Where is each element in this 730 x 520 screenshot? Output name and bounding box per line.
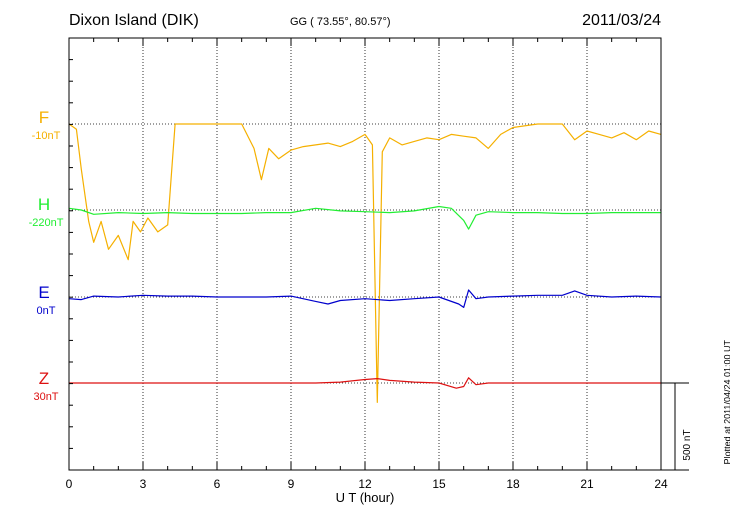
series-labels: F -10nT H -220nT E 0nT Z 30nT xyxy=(29,108,64,403)
trace-e xyxy=(68,289,662,308)
station-title: Dixon Island (DIK) xyxy=(69,12,199,29)
trace-z xyxy=(69,377,661,389)
x-tick-label: 21 xyxy=(580,477,594,491)
x-tick-label: 12 xyxy=(358,477,372,491)
x-tick-label: 6 xyxy=(214,477,221,491)
scale-bar: 500 nT xyxy=(661,382,693,471)
series-offset-h: -220nT xyxy=(29,217,64,229)
x-tick-label: 3 xyxy=(140,477,147,491)
x-tick-label: 9 xyxy=(288,477,295,491)
trace-h xyxy=(68,205,661,230)
axis-ticks xyxy=(68,38,662,470)
series-offset-e: 0nT xyxy=(37,305,56,317)
x-tick-labels: 0 3 6 9 12 15 18 21 24 xyxy=(66,477,668,491)
trace-f xyxy=(68,123,662,403)
x-tick-label: 0 xyxy=(66,477,73,491)
x-tick-label: 18 xyxy=(506,477,520,491)
series-offset-z: 30nT xyxy=(33,391,58,403)
x-axis-label: U T (hour) xyxy=(336,490,395,505)
x-tick-label: 24 xyxy=(654,477,668,491)
scale-bar-label: 500 nT xyxy=(682,429,693,460)
x-tick-label: 15 xyxy=(432,477,446,491)
series-offset-f: -10nT xyxy=(32,130,61,142)
series-name-f: F xyxy=(39,108,49,127)
series-name-e: E xyxy=(38,283,49,302)
station-coordinates: GG ( 73.55°, 80.57°) xyxy=(290,16,391,28)
plot-date: 2011/03/24 xyxy=(582,12,661,29)
series-name-z: Z xyxy=(39,369,49,388)
series-traces xyxy=(68,123,662,403)
grid-lines xyxy=(69,38,661,470)
series-name-h: H xyxy=(38,195,50,214)
